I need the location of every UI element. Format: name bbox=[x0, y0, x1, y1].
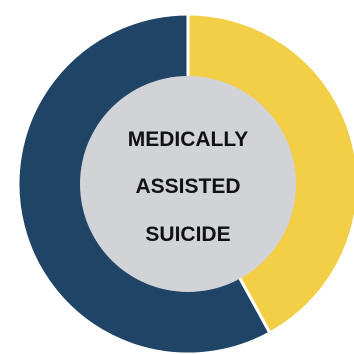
center-label-line-2: ASSISTED bbox=[135, 175, 240, 198]
center-label-line-1: MEDICALLY bbox=[128, 128, 249, 151]
center-hole bbox=[80, 76, 296, 292]
center-label-line-3: SUICIDE bbox=[145, 223, 230, 246]
